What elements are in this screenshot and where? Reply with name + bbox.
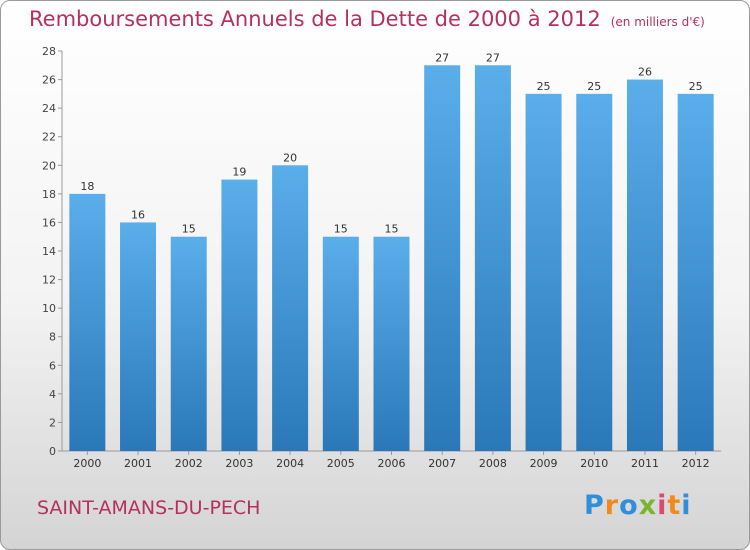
bar-2001[interactable] — [120, 222, 157, 451]
data-label: 25 — [689, 80, 703, 93]
x-tick-label: 2006 — [378, 457, 406, 470]
logo-letter: x — [638, 490, 658, 521]
y-tick-label: 8 — [49, 331, 56, 344]
x-tick-label: 2001 — [124, 457, 152, 470]
bar-2009[interactable] — [525, 93, 562, 451]
x-tick-label: 2003 — [225, 457, 253, 470]
data-label: 26 — [638, 66, 652, 79]
data-label: 27 — [435, 51, 449, 64]
y-tick-label: 16 — [42, 216, 56, 229]
proxiti-logo[interactable]: Proxiti — [584, 490, 692, 521]
chart-title-text: Remboursements Annuels de la Dette de 20… — [29, 7, 601, 31]
bar-2012[interactable] — [677, 93, 714, 451]
logo-letter: o — [619, 490, 639, 521]
x-tick-label: 2004 — [276, 457, 304, 470]
y-tick-label: 2 — [49, 416, 56, 429]
x-tick-label: 2002 — [175, 457, 203, 470]
y-tick-label: 4 — [49, 388, 56, 401]
logo-letter: i — [657, 490, 668, 521]
y-tick-label: 12 — [42, 274, 56, 287]
y-tick-label: 18 — [42, 188, 56, 201]
x-tick-label: 2009 — [530, 457, 558, 470]
x-tick-label: 2007 — [428, 457, 456, 470]
logo-letter: r — [604, 490, 620, 521]
chart-unit: (en milliers d'€) — [610, 15, 705, 29]
x-tick-label: 2005 — [327, 457, 355, 470]
bar-2007[interactable] — [424, 65, 461, 452]
data-label: 15 — [182, 223, 196, 236]
y-tick-label: 26 — [42, 74, 56, 87]
logo-letter: t — [667, 490, 682, 521]
data-label: 20 — [283, 151, 297, 164]
y-tick-label: 24 — [42, 102, 56, 115]
bar-2005[interactable] — [322, 236, 359, 451]
data-label: 25 — [537, 80, 551, 93]
chart-title: Remboursements Annuels de la Dette de 20… — [29, 7, 705, 31]
data-label: 18 — [80, 180, 94, 193]
x-tick-label: 2010 — [580, 457, 608, 470]
data-label: 15 — [334, 223, 348, 236]
x-tick-label: 2011 — [631, 457, 659, 470]
y-tick-label: 22 — [42, 131, 56, 144]
data-label: 16 — [131, 208, 145, 221]
city-name: SAINT-AMANS-DU-PECH — [37, 497, 261, 519]
y-tick-label: 14 — [42, 245, 56, 258]
y-tick-label: 28 — [42, 45, 56, 58]
data-label: 15 — [385, 223, 399, 236]
bar-2010[interactable] — [576, 93, 613, 451]
x-tick-label: 2000 — [73, 457, 101, 470]
y-tick-label: 10 — [42, 302, 56, 315]
bar-2002[interactable] — [170, 236, 207, 451]
x-tick-label: 2008 — [479, 457, 507, 470]
y-tick-label: 0 — [49, 445, 56, 458]
bar-2000[interactable] — [69, 193, 106, 451]
bar-2004[interactable] — [272, 165, 309, 452]
data-label: 25 — [587, 80, 601, 93]
y-tick-label: 20 — [42, 159, 56, 172]
logo-letter: i — [681, 490, 692, 521]
bar-2006[interactable] — [373, 236, 410, 451]
x-tick-label: 2012 — [682, 457, 710, 470]
bar-2008[interactable] — [474, 65, 511, 452]
y-tick-label: 6 — [49, 359, 56, 372]
data-label: 27 — [486, 51, 500, 64]
data-label: 19 — [232, 166, 246, 179]
bar-2003[interactable] — [221, 179, 258, 452]
bar-2011[interactable] — [626, 79, 663, 452]
logo-letter: P — [584, 490, 605, 521]
